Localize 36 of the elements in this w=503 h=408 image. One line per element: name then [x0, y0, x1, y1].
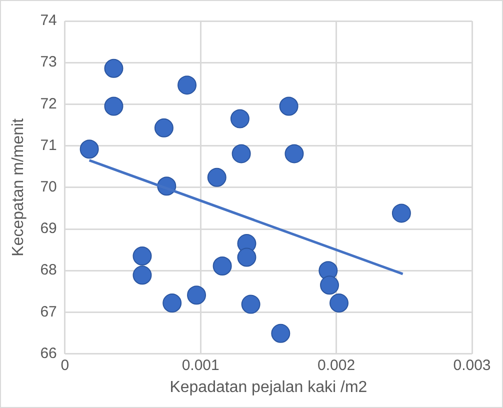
y-tick-label: 72: [40, 95, 57, 112]
point: [330, 294, 349, 313]
point: [207, 168, 226, 187]
y-tick-label: 69: [40, 220, 57, 238]
point: [80, 140, 99, 159]
y-tick-label: 68: [40, 262, 57, 279]
point: [104, 58, 124, 78]
point: [178, 76, 197, 95]
x-tick-label: 0: [60, 356, 70, 374]
point: [241, 294, 260, 314]
point: [132, 246, 152, 266]
point: [271, 324, 290, 343]
y-tick-label: 70: [40, 178, 57, 196]
point: [284, 144, 304, 164]
point: [279, 96, 298, 116]
point: [392, 204, 411, 223]
x-tick-label: 0.001: [182, 356, 220, 374]
y-tick-label: 71: [40, 136, 57, 154]
point: [230, 109, 250, 128]
y-tick-label: 73: [40, 54, 57, 71]
point: [320, 276, 340, 295]
point: [237, 248, 256, 267]
x-axis-title: Kepadatan pejalan kaki /m2: [170, 378, 368, 396]
point: [162, 294, 182, 313]
y-tick-label: 66: [40, 344, 57, 362]
point: [212, 256, 232, 276]
x-tick-label: 0.002: [318, 356, 356, 374]
y-tick-label: 74: [40, 12, 57, 30]
y-tick-label: 67: [40, 303, 57, 320]
point: [187, 286, 206, 305]
point: [232, 144, 251, 164]
point: [154, 118, 174, 138]
y-axis-title: Kecepatan m/menit: [10, 118, 28, 256]
point: [104, 96, 124, 116]
x-tick-label: 0.003: [453, 356, 491, 374]
point: [132, 266, 152, 285]
